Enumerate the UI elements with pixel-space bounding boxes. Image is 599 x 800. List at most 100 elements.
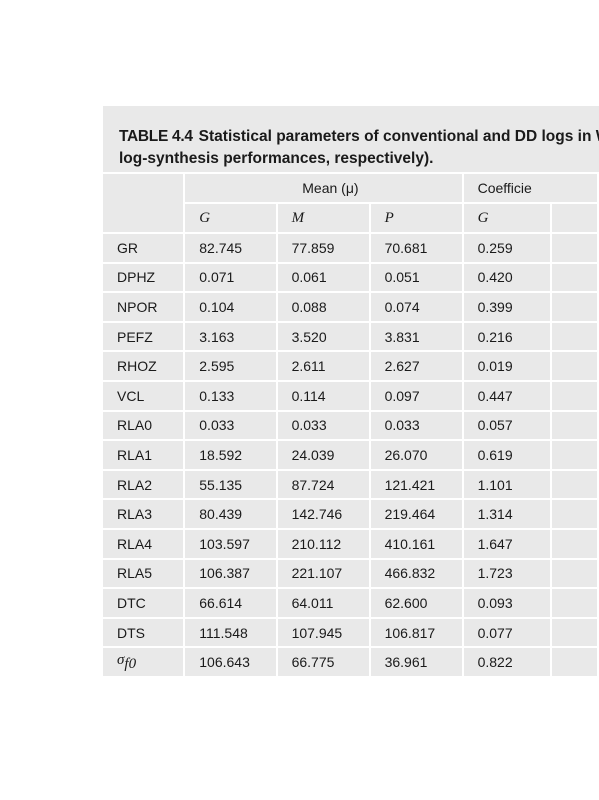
table-cell: 2.627 [369,351,464,382]
table-cell: 219.464 [369,499,464,530]
table-row: DTC 66.614 64.011 62.600 0.093 [103,588,599,619]
table-cell: 0.074 [369,292,464,323]
sigma-subscript: f0 [124,656,137,672]
row-label: RLA0 [103,410,186,442]
table-cell: 0.033 [369,410,464,442]
row-label: DPHZ [103,262,186,294]
statistics-table: Mean (μ) Coefficie G M P G GR 82.745 77.85… [103,172,599,678]
table-cell: 410.161 [369,528,464,560]
table-cell: 0.019 [462,351,553,382]
table-cell: 0.447 [462,380,553,412]
row-label: RLA5 [103,558,186,590]
row-label: RHOZ [103,351,186,382]
cut-cell [551,558,599,590]
table-panel: TABLE 4.4 Statistical parameters of conve… [103,106,599,678]
table-cell: 55.135 [184,469,278,501]
table-cell: 106.817 [369,617,464,649]
header-mean: Mean (μ) [184,172,464,204]
cut-cell [551,588,599,619]
table-caption: TABLE 4.4 Statistical parameters of conve… [119,126,599,170]
table-row: RHOZ 2.595 2.611 2.627 0.019 [103,351,599,382]
table-cell: 221.107 [276,558,371,590]
table-cell: 1.101 [462,469,553,501]
table-row: σf0 106.643 66.775 36.961 0.822 [103,647,599,678]
table-cell: 3.163 [184,321,278,353]
row-label: GR [103,233,186,264]
table-cell: 0.033 [184,410,278,442]
table-row: GR 82.745 77.859 70.681 0.259 [103,233,599,264]
table-cell: 66.775 [276,647,371,678]
cut-cell [551,321,599,353]
table-cell: 77.859 [276,233,371,264]
table-cell: 103.597 [184,528,278,560]
row-label: NPOR [103,292,186,323]
table-cell: 0.093 [462,588,553,619]
table-cell: 0.071 [184,262,278,294]
table-cell: 2.595 [184,351,278,382]
table-cell: 87.724 [276,469,371,501]
table-cell: 0.033 [276,410,371,442]
table-row: DPHZ 0.071 0.061 0.051 0.420 [103,262,599,294]
table-cell: 0.619 [462,440,553,471]
row-label: DTC [103,588,186,619]
header-empty-cell [103,172,186,234]
table-row: DTS 111.548 107.945 106.817 0.077 [103,617,599,649]
caption-line-1: TABLE 4.4 Statistical parameters of conve… [119,126,599,148]
table-cell: 0.216 [462,321,553,353]
table-cell: 0.133 [184,380,278,412]
table-number: TABLE 4.4 [119,128,193,145]
table-cell: 0.057 [462,410,553,442]
table-cell: 0.097 [369,380,464,412]
table-cell: 2.611 [276,351,371,382]
cut-cell [551,617,599,649]
table-cell: 66.614 [184,588,278,619]
table-cell: 0.104 [184,292,278,323]
table-cell: 64.011 [276,588,371,619]
table-cell: 0.051 [369,262,464,294]
table-cell: 106.643 [184,647,278,678]
cut-cell [551,440,599,471]
cut-cell [551,647,599,678]
cut-cell [551,410,599,442]
row-label: PEFZ [103,321,186,353]
header-coefficient: Coefficie [462,172,599,204]
table-cell: 1.314 [462,499,553,530]
table-row: RLA1 18.592 24.039 26.070 0.619 [103,440,599,471]
table-cell: 36.961 [369,647,464,678]
header-g: G [184,203,278,234]
table-cell: 1.647 [462,528,553,560]
table-row: RLA0 0.033 0.033 0.033 0.057 [103,410,599,442]
cut-cell [551,233,599,264]
table-cell: 0.077 [462,617,553,649]
table-cell: 3.831 [369,321,464,353]
sigma-symbol: σ [117,652,125,669]
header-cut-cell [551,203,599,234]
caption-text-1: Statistical parameters of conventional a… [198,128,599,145]
table-cell: 1.723 [462,558,553,590]
table-cell: 0.114 [276,380,371,412]
table-cell: 18.592 [184,440,278,471]
cut-cell [551,292,599,323]
table-cell: 62.600 [369,588,464,619]
cut-cell [551,351,599,382]
table-row: RLA5 106.387 221.107 466.832 1.723 [103,558,599,590]
table-cell: 24.039 [276,440,371,471]
table-cell: 82.745 [184,233,278,264]
header-row-wells: G M P G [103,203,599,234]
table-cell: 0.088 [276,292,371,323]
header-row-groups: Mean (μ) Coefficie [103,172,599,234]
table-row: NPOR 0.104 0.088 0.074 0.399 [103,292,599,323]
table-row: VCL 0.133 0.114 0.097 0.447 [103,380,599,412]
table-cell: 106.387 [184,558,278,590]
cut-cell [551,262,599,294]
cut-cell [551,469,599,501]
table-cell: 0.420 [462,262,553,294]
table-cell: 0.399 [462,292,553,323]
header-p: P [369,203,464,234]
table-cell: 0.259 [462,233,553,264]
header-m: M [276,203,371,234]
row-label: RLA3 [103,499,186,530]
table-cell: 121.421 [369,469,464,501]
table-cell: 466.832 [369,558,464,590]
header-g-cv: G [462,203,553,234]
